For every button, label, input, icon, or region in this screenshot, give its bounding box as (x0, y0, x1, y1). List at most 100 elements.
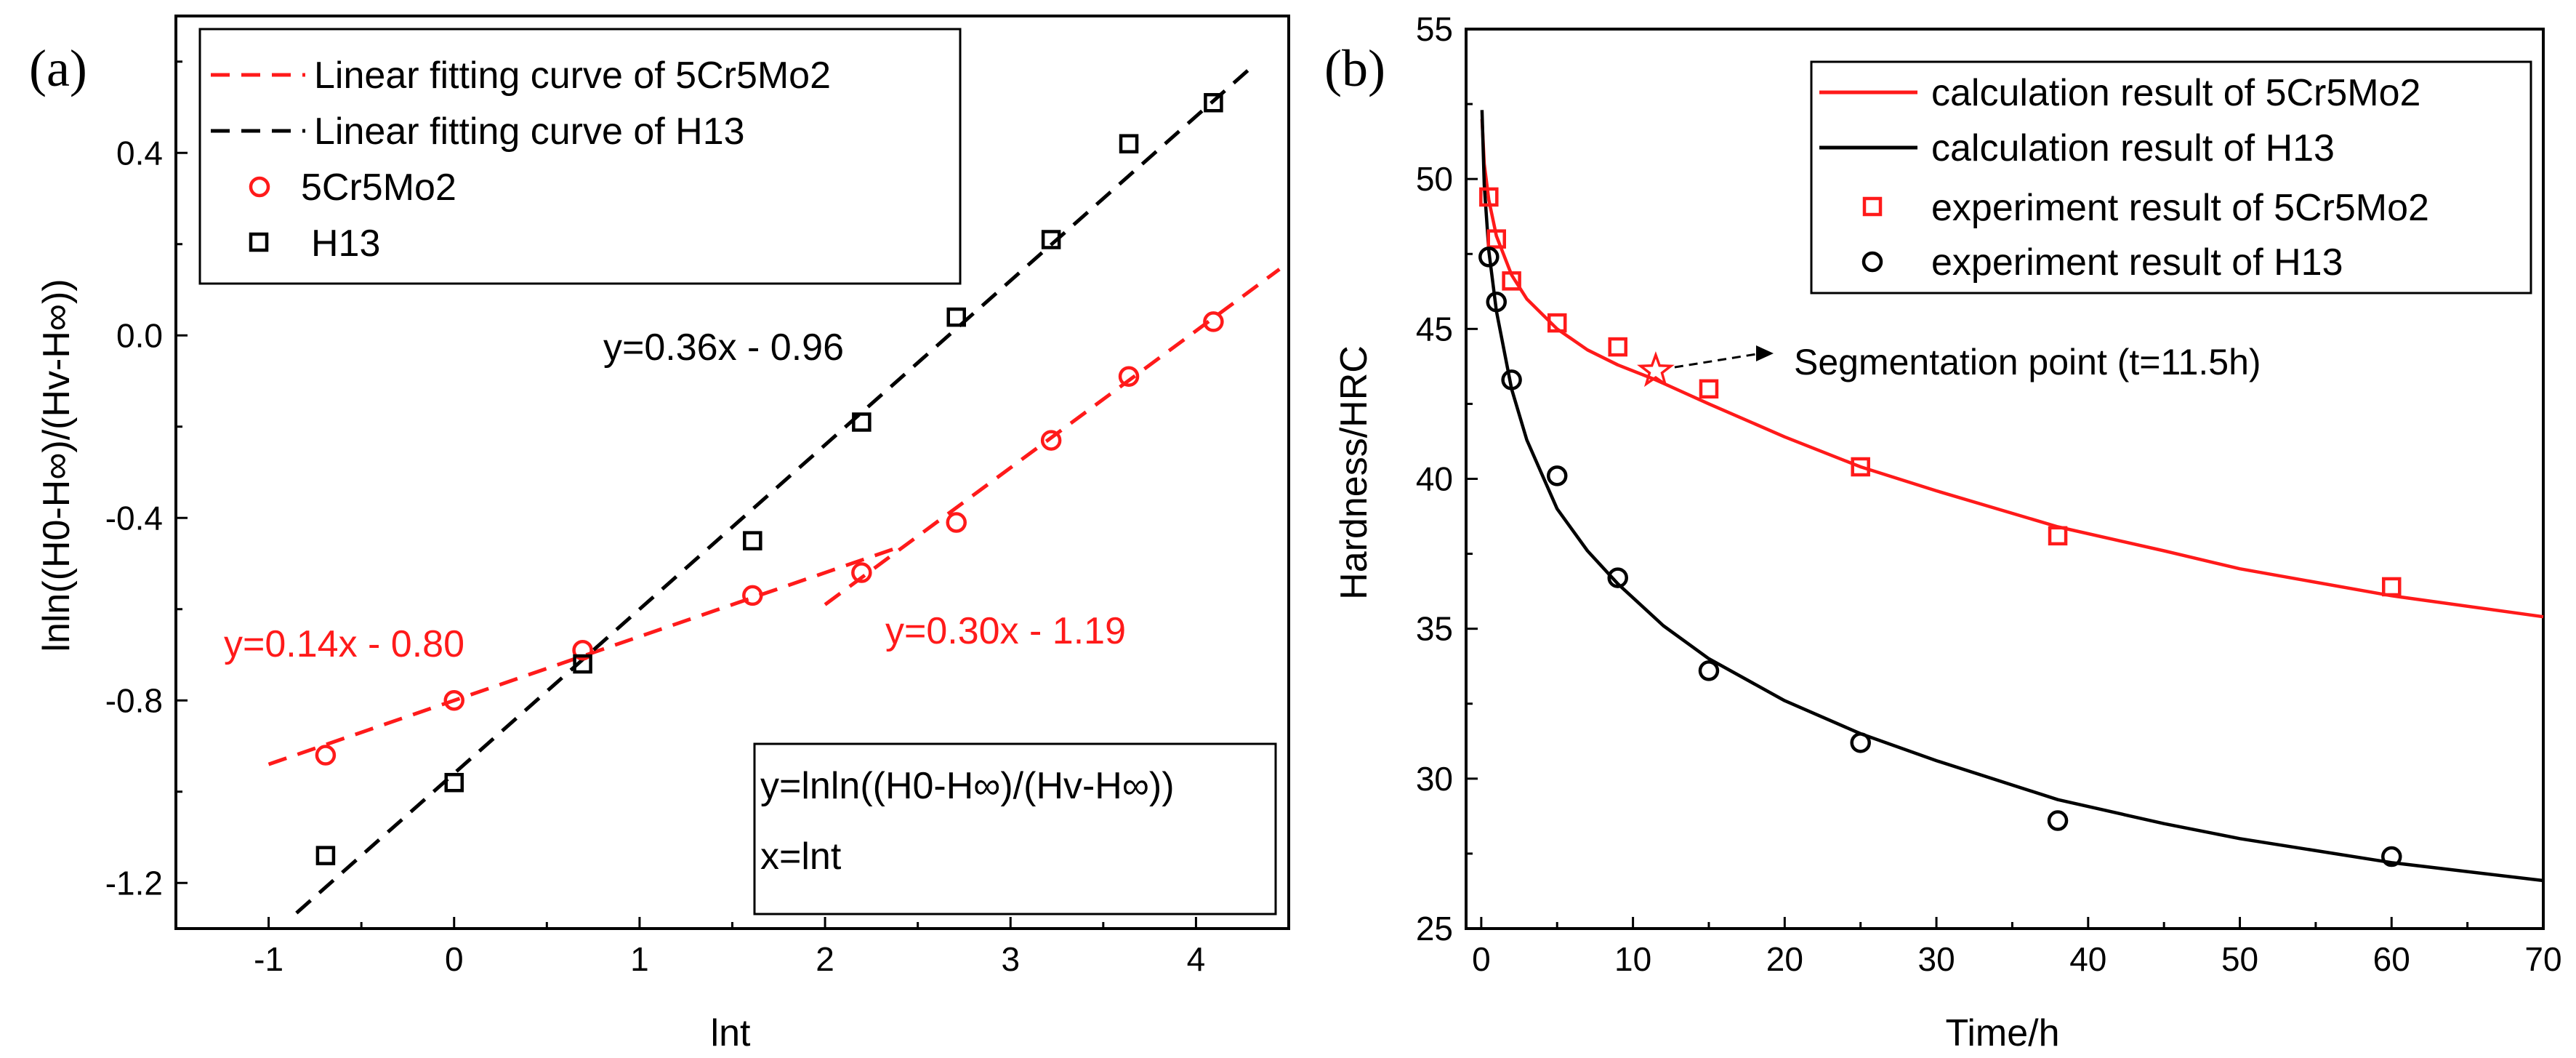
formula-box-frame (753, 742, 1277, 915)
legend-a-entry-3: 5Cr5Mo2 (301, 167, 456, 209)
b-point-5cr5mo2 (1502, 271, 1521, 291)
legend-a-entry-1: Linear fitting curve of 5Cr5Mo2 (314, 55, 831, 97)
b-xtick-label: 70 (2524, 940, 2561, 978)
a-point-5cr5mo2 (443, 690, 464, 711)
b-point-5cr5mo2 (1608, 337, 1627, 357)
legend-a-entry-4: H13 (311, 223, 380, 265)
b-point-5cr5mo2 (1851, 457, 1870, 477)
b-point-5cr5mo2 (2048, 526, 2068, 546)
b-point-5cr5mo2 (1547, 313, 1567, 333)
a-ytick-label: -0.4 (105, 499, 163, 537)
b-point-5cr5mo2 (1699, 379, 1719, 399)
b-point-5cr5mo2 (2382, 577, 2402, 597)
b-point-h13 (1607, 567, 1628, 588)
a-point-5cr5mo2 (851, 562, 872, 583)
a-xtick-label: -1 (254, 940, 283, 978)
segmentation-star-icon (1637, 350, 1675, 388)
panel-a-xlabel: lnt (711, 1012, 751, 1054)
a-ytick-label: -0.8 (105, 681, 163, 719)
b-point-h13 (2047, 810, 2069, 831)
b-ytick-label: 25 (1416, 910, 1453, 947)
panel-b-ylabel: Hardness/HRC (1333, 345, 1375, 600)
panel-a-ylabel: lnln((H0-H∞)/(Hv-H∞)) (36, 278, 78, 652)
a-point-h13 (573, 654, 592, 674)
a-point-h13 (852, 412, 872, 432)
legend-b-entry-2: calculation result of H13 (1931, 127, 2335, 169)
b-ytick-label: 40 (1416, 460, 1453, 498)
panel-b: (b) 0 10 20 30 40 50 60 70 25 30 35 40 45 50 55 Segmen… (1324, 10, 2562, 1054)
segmentation-arrowhead (1756, 345, 1774, 362)
panel-b-legend: calculation result of 5Cr5Mo2 calculatio… (1810, 60, 2532, 294)
legend-b-entry-4: experiment result of H13 (1931, 241, 2343, 284)
panel-a-legend: Linear fitting curve of 5Cr5Mo2 Linear f… (198, 28, 962, 285)
b-point-h13 (1478, 247, 1500, 268)
panel-b-label: (b) (1324, 39, 1385, 97)
a-ytick-label: -1.2 (105, 864, 163, 902)
segmentation-arrow (1674, 352, 1761, 369)
legend-b-entry-3: experiment result of 5Cr5Mo2 (1931, 187, 2429, 229)
b-point-h13 (1850, 732, 1871, 753)
a-point-h13 (1119, 134, 1139, 153)
legend-b-circle-icon (1861, 251, 1883, 273)
b-point-5cr5mo2 (1479, 187, 1499, 207)
b-point-h13 (1501, 369, 1522, 390)
a-ytick-label: 0.0 (116, 316, 163, 354)
a-point-h13 (1041, 230, 1061, 249)
a-point-5cr5mo2 (1040, 430, 1062, 451)
a-point-5cr5mo2 (946, 512, 967, 533)
a-xtick-label: 1 (630, 940, 649, 978)
b-xtick-label: 50 (2221, 940, 2258, 978)
panel-b-xlabel: Time/h (1946, 1012, 2060, 1054)
a-xtick-label: 0 (445, 940, 464, 978)
legend-a-entry-2: Linear fitting curve of H13 (314, 111, 745, 153)
b-xtick-label: 0 (1472, 940, 1491, 978)
legend-b-entry-1: calculation result of 5Cr5Mo2 (1931, 72, 2420, 114)
formula-line-2: x=lnt (760, 835, 842, 878)
a-point-5cr5mo2 (1203, 311, 1224, 332)
panel-a: (a) -1 0 1 2 3 4 -1.2 -0.8 -0.4 0.0 0.4 Linear fit… (29, 15, 1290, 1054)
segmentation-annotation: Segmentation point (t=11.5h) (1637, 342, 2261, 388)
b-point-h13 (2381, 846, 2402, 867)
legend-a-square-icon (249, 232, 269, 252)
eq-a-h13: y=0.36x - 0.96 (603, 326, 844, 369)
b-ytick-label: 30 (1416, 760, 1453, 798)
a-point-h13 (1204, 92, 1223, 113)
a-xtick-label: 4 (1187, 940, 1206, 978)
b-point-h13 (1486, 291, 1507, 313)
b-ytick-label: 50 (1416, 160, 1453, 198)
a-point-5cr5mo2 (315, 745, 337, 766)
a-ytick-label: 0.4 (116, 134, 163, 172)
b-ytick-label: 55 (1416, 10, 1453, 48)
b-curve-1 (1480, 119, 2544, 619)
b-point-h13 (1698, 660, 1720, 681)
a-xtick-label: 2 (816, 940, 834, 978)
panel-a-label: (a) (29, 39, 87, 97)
a-point-h13 (315, 846, 336, 865)
a-point-5cr5mo2 (742, 585, 763, 606)
a-point-h13 (444, 772, 464, 793)
b-xtick-label: 60 (2373, 940, 2410, 978)
formula-line-1: y=lnln((H0-H∞)/(Hv-H∞)) (760, 765, 1175, 807)
panel-a-legend-box (198, 28, 962, 285)
b-ytick-label: 35 (1416, 610, 1453, 648)
a-point-h13 (946, 307, 966, 327)
eq-a-5cr-seg1: y=0.14x - 0.80 (224, 623, 464, 665)
a-point-5cr5mo2 (1118, 366, 1140, 387)
a-fit-line-1 (267, 545, 900, 766)
b-xtick-label: 30 (1917, 940, 1955, 978)
a-point-5cr5mo2 (572, 639, 593, 661)
panel-a-formula-box: y=lnln((H0-H∞)/(Hv-H∞)) x=lnt (753, 742, 1277, 915)
b-ytick-label: 45 (1416, 310, 1453, 348)
a-xtick-label: 3 (1001, 940, 1020, 978)
legend-b-square-icon (1862, 196, 1883, 217)
b-xtick-label: 20 (1766, 940, 1803, 978)
eq-a-5cr-seg2: y=0.30x - 1.19 (885, 610, 1126, 652)
b-xtick-label: 40 (2069, 940, 2106, 978)
segmentation-label: Segmentation point (t=11.5h) (1794, 342, 2261, 382)
a-point-h13 (743, 531, 762, 550)
b-point-h13 (1546, 465, 1568, 486)
legend-a-circle-icon (249, 176, 270, 198)
b-point-5cr5mo2 (1486, 229, 1506, 249)
b-xtick-label: 10 (1614, 940, 1651, 978)
